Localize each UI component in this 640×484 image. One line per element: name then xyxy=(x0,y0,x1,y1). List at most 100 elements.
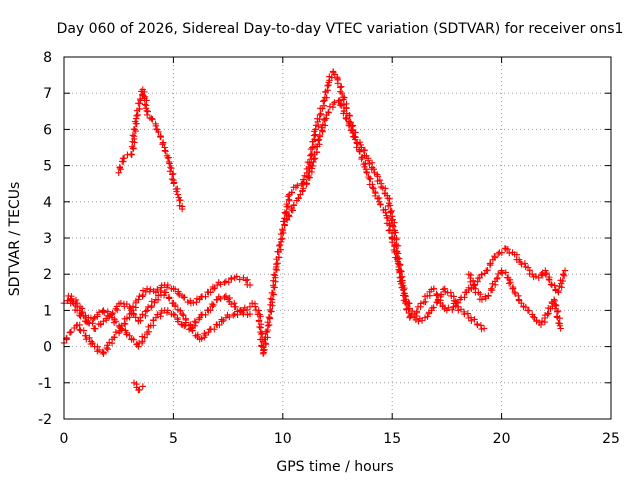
data-point-trace xyxy=(283,200,290,208)
data-point xyxy=(496,249,503,256)
data-point xyxy=(231,310,238,318)
data-point xyxy=(548,281,556,289)
y-tick-label: -1 xyxy=(38,376,52,392)
data-point xyxy=(279,227,286,234)
data-point xyxy=(213,296,221,303)
data-point xyxy=(364,155,372,162)
x-tick-label: 25 xyxy=(602,431,620,447)
data-point-trace xyxy=(386,202,394,209)
data-point-trace xyxy=(174,185,181,192)
data-point xyxy=(196,314,203,321)
y-tick-label: 8 xyxy=(43,50,52,66)
y-tick-label: 4 xyxy=(43,195,52,211)
data-point-trace xyxy=(505,280,513,287)
data-point xyxy=(316,133,324,140)
data-point-trace xyxy=(274,260,281,267)
data-point-trace xyxy=(281,222,288,229)
data-point-trace xyxy=(228,275,235,283)
data-point-trace xyxy=(491,252,498,260)
data-point-trace xyxy=(79,308,86,316)
data-point-trace xyxy=(266,321,273,329)
data-point-trace xyxy=(469,277,477,284)
data-point-trace xyxy=(236,276,243,283)
data-point xyxy=(561,267,569,274)
series-arc-b xyxy=(63,293,251,356)
data-point xyxy=(522,263,529,271)
data-point-trace xyxy=(354,140,361,147)
data-point-trace xyxy=(217,295,224,303)
data-point xyxy=(143,285,151,292)
data-point-trace xyxy=(501,245,509,252)
data-point xyxy=(205,307,212,314)
data-point xyxy=(504,274,512,282)
data-point xyxy=(157,133,164,140)
data-point-trace xyxy=(306,174,313,181)
data-point-trace xyxy=(112,318,120,325)
data-point-trace xyxy=(547,281,555,288)
data-point-trace xyxy=(326,103,334,110)
data-point-trace xyxy=(422,298,429,305)
data-point xyxy=(321,97,328,104)
data-point xyxy=(529,271,536,278)
data-point-trace xyxy=(340,96,347,103)
data-point-trace xyxy=(390,223,397,230)
x-tick-label: 20 xyxy=(493,431,511,447)
data-point-trace xyxy=(208,300,216,308)
data-point-trace xyxy=(76,326,83,333)
data-point-trace xyxy=(255,317,263,324)
data-point-trace xyxy=(319,98,327,105)
data-point-trace xyxy=(433,292,440,299)
data-point-trace xyxy=(494,250,502,258)
y-tick-label: 3 xyxy=(43,231,52,247)
data-point-trace xyxy=(270,271,278,278)
data-point-trace xyxy=(141,101,149,108)
data-point-trace xyxy=(362,160,369,167)
data-point-trace xyxy=(358,155,365,163)
data-point xyxy=(161,144,168,151)
data-point xyxy=(474,321,481,329)
data-point-trace xyxy=(515,296,523,303)
data-point-trace xyxy=(361,146,369,154)
data-point xyxy=(196,296,203,303)
data-point-trace xyxy=(116,163,123,171)
data-point xyxy=(170,285,177,292)
data-point-trace xyxy=(258,330,265,338)
data-point-trace xyxy=(168,165,175,172)
data-point-trace xyxy=(168,175,176,183)
data-point-trace xyxy=(155,292,162,299)
data-point xyxy=(334,75,341,82)
data-point xyxy=(82,314,90,321)
data-point-trace xyxy=(299,188,306,195)
data-point xyxy=(491,278,499,285)
data-point-trace xyxy=(63,334,71,342)
data-point-trace xyxy=(328,74,335,81)
data-point xyxy=(91,325,98,332)
data-point xyxy=(515,256,523,263)
data-point xyxy=(443,307,451,314)
data-point xyxy=(555,289,562,296)
data-point xyxy=(187,325,195,332)
data-point xyxy=(480,325,488,332)
data-point-trace xyxy=(170,170,177,177)
data-point xyxy=(454,303,462,310)
data-point xyxy=(463,289,470,296)
data-point-trace xyxy=(268,289,276,296)
data-point-trace xyxy=(393,236,400,243)
data-point-trace xyxy=(560,270,567,278)
data-point-trace xyxy=(374,195,381,202)
data-point xyxy=(461,310,468,318)
data-point xyxy=(222,292,230,300)
data-point xyxy=(266,314,273,321)
data-point-trace xyxy=(545,275,553,283)
data-point xyxy=(91,314,98,321)
data-point-trace xyxy=(340,110,347,117)
data-point-trace xyxy=(164,154,172,162)
data-point xyxy=(143,307,151,314)
data-point xyxy=(389,213,396,220)
data-point-trace xyxy=(465,284,472,291)
y-tick-label: 6 xyxy=(43,122,52,138)
data-point-trace xyxy=(129,132,137,139)
data-point xyxy=(100,350,107,358)
data-point xyxy=(415,318,422,325)
data-point xyxy=(128,151,136,158)
